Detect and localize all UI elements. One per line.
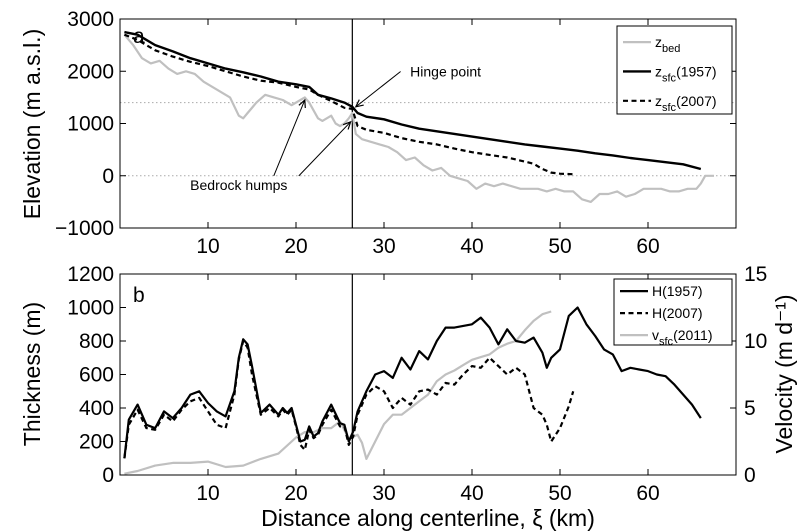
legend-label: H(2007): [652, 305, 703, 321]
annotation-arrow: [273, 99, 306, 177]
x-tick-label: 50: [548, 235, 571, 258]
series-layer: [123, 306, 702, 475]
x-tick-label: 60: [636, 235, 659, 258]
y-tick-label: 1000: [67, 297, 114, 320]
annotation-label: Hinge point: [410, 63, 481, 79]
y-tick-label: 200: [79, 431, 114, 454]
legend-label: zsfc(2007): [655, 93, 717, 114]
legend-label: zbed: [655, 34, 680, 55]
y-tick-label: 800: [79, 330, 114, 353]
legend-label: H(1957): [652, 283, 703, 299]
annotation-arrowhead: [298, 98, 306, 109]
legend-label: zsfc(1957): [655, 63, 717, 84]
legend: H(1957) H(2007) vsfc(2011): [613, 278, 733, 348]
y-ticks-right: 0 5 10 15: [730, 263, 767, 487]
annotation-label: Bedrock humps: [190, 177, 287, 193]
annotations: Hinge point Bedrock humps: [190, 63, 481, 192]
x-ticks: 10 20 30 40 50 60: [196, 19, 660, 258]
y-ticks: −1000 0 1000 2000 3000: [55, 8, 736, 240]
series-line-v-sfc-2011-: [124, 310, 552, 475]
x-tick-label: 60: [636, 482, 659, 505]
x-tick-label: 40: [460, 235, 483, 258]
legend-label: vsfc(2011): [652, 327, 713, 348]
series-layer: [123, 30, 714, 203]
series-line-z-sfc-1957-: [124, 30, 702, 171]
legend-box: [616, 25, 733, 115]
y-ticks: 0 200 400 600 800 1000 1200: [67, 263, 126, 487]
series-line-z-bed: [123, 33, 714, 203]
y-axis-label-right: Velocity (m d⁻¹): [771, 294, 797, 453]
x-ticks: 10 20 30 40 50 60: [196, 274, 660, 505]
y-axis-label: Thickness (m): [19, 302, 45, 446]
annotation-arrow: [355, 71, 401, 108]
x-tick-label: 30: [372, 235, 395, 258]
y-right-tick-label: 15: [744, 263, 767, 286]
y-right-tick-label: 5: [744, 397, 756, 420]
panel-label: a: [133, 25, 145, 48]
panel-a: 10 20 30 40 50 60 −1000 0 1000 2000 3000 a Elevat…: [19, 8, 737, 258]
legend: zbed zsfc(1957) zsfc(2007): [616, 25, 733, 115]
y-tick-label: 600: [79, 364, 114, 387]
x-tick-label: 30: [372, 482, 395, 505]
y-right-tick-label: 0: [744, 464, 756, 487]
series-line-z-sfc-2007-: [123, 33, 574, 176]
y-tick-label: −1000: [55, 217, 114, 240]
x-tick-label: 20: [284, 482, 307, 505]
y-tick-label: 3000: [67, 8, 114, 31]
panel-label: b: [133, 284, 145, 307]
annotation-arrowhead: [354, 99, 364, 108]
y-tick-label: 1000: [67, 113, 114, 136]
annotation-arrow: [298, 121, 351, 177]
x-tick-label: 20: [284, 235, 307, 258]
x-tick-label: 50: [548, 482, 571, 505]
x-tick-label: 10: [196, 482, 219, 505]
x-axis-label: Distance along centerline, ξ (km): [261, 505, 595, 531]
y-tick-label: 400: [79, 397, 114, 420]
x-tick-label: 40: [460, 482, 483, 505]
y-axis-label: Elevation (m a.s.l.): [19, 29, 45, 219]
y-tick-label: 0: [102, 464, 114, 487]
y-tick-label: 2000: [67, 60, 114, 83]
series-line-h-2007-: [123, 339, 575, 459]
series-line-h-1957-: [123, 306, 702, 459]
y-tick-label: 1200: [67, 263, 114, 286]
y-right-tick-label: 10: [744, 330, 767, 353]
annotation-arrowhead: [342, 120, 352, 130]
x-tick-label: 10: [196, 235, 219, 258]
y-tick-label: 0: [102, 165, 114, 188]
